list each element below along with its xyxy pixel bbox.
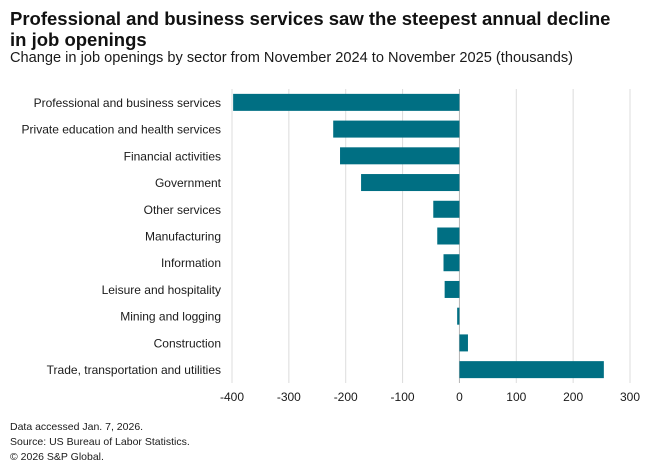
x-tick-label: 100 [506,390,526,404]
footer: Data accessed Jan. 7, 2026. Source: US B… [10,420,190,465]
bar [233,93,460,111]
category-labels: Professional and business services Privat… [22,96,222,377]
category-label: Leisure and hospitality [102,283,221,297]
bar [444,280,460,298]
x-tick-label: 0 [456,390,463,404]
bar [459,334,468,352]
bar [443,254,460,272]
category-label: Information [161,256,221,270]
category-label: Private education and health services [22,123,221,137]
bar [459,361,604,379]
bar [361,174,460,192]
source-note: Source: US Bureau of Labor Statistics. [10,436,190,448]
category-label: Construction [154,336,221,350]
category-label: Financial activities [124,149,221,163]
bar [333,120,460,138]
x-tick-label: -300 [277,390,301,404]
category-label: Mining and logging [120,310,221,324]
category-label: Manufacturing [145,230,221,244]
x-tick-label: 200 [563,390,583,404]
bar [457,307,460,325]
x-tick-label: -200 [334,390,358,404]
x-tick-label: -100 [391,390,415,404]
category-label: Other services [144,203,221,217]
chart-subtitle: Change in job openings by sector from No… [10,50,573,66]
x-tick-label: 300 [620,390,640,404]
bar [340,147,460,165]
category-label: Professional and business services [34,96,221,110]
x-tick-label: -400 [220,390,244,404]
copyright-note: © 2026 S&P Global. [10,451,104,463]
category-label: Trade, transportation and utilities [47,363,221,377]
chart-title: Professional and business services saw t… [10,8,611,50]
category-label: Government [155,176,222,190]
bar [437,227,460,245]
data-accessed-note: Data accessed Jan. 7, 2026. [10,421,144,433]
grid-lines [231,89,631,383]
bar [433,200,460,218]
x-tick-labels: -400 -300 -200 -100 0 100 200 300 [220,390,640,404]
bars [233,93,604,379]
